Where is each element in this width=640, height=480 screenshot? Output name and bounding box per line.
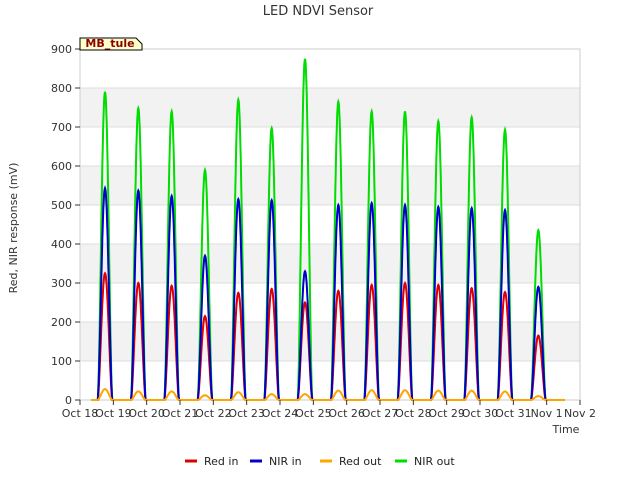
gridlines bbox=[80, 48, 580, 401]
x-tick-label: Oct 25 bbox=[295, 407, 332, 420]
station-badge: MB_tule bbox=[79, 37, 143, 51]
y-axis-label: Red, NIR response (mV) bbox=[7, 163, 20, 294]
x-tick-label: Oct 30 bbox=[462, 407, 499, 420]
y-axis-ticks: 0 100 200 300 400 500 600 700 800 900 bbox=[51, 43, 80, 407]
y-tick-label: 300 bbox=[51, 277, 72, 290]
x-tick-label: Oct 18 bbox=[62, 407, 99, 420]
y-tick-label: 700 bbox=[51, 121, 72, 134]
plot-band bbox=[80, 88, 580, 127]
y-tick-label: 600 bbox=[51, 160, 72, 173]
plot-background-bands bbox=[80, 49, 580, 400]
legend-label: Red in bbox=[204, 455, 238, 468]
plot-band bbox=[80, 166, 580, 205]
x-tick-label: Oct 29 bbox=[428, 407, 465, 420]
x-tick-label: Oct 31 bbox=[495, 407, 532, 420]
y-tick-label: 100 bbox=[51, 355, 72, 368]
y-tick-label: 200 bbox=[51, 316, 72, 329]
legend-label: Red out bbox=[339, 455, 382, 468]
x-tick-label: Oct 22 bbox=[195, 407, 232, 420]
x-tick-label: Oct 23 bbox=[228, 407, 265, 420]
plot-band bbox=[80, 127, 580, 166]
x-tick-label: Oct 19 bbox=[95, 407, 132, 420]
plot-band bbox=[80, 361, 580, 400]
y-tick-label: 400 bbox=[51, 238, 72, 251]
x-tick-label: Nov 2 bbox=[564, 407, 596, 420]
x-tick-label: Oct 26 bbox=[328, 407, 365, 420]
x-tick-label: Oct 28 bbox=[395, 407, 432, 420]
legend: Red in NIR in Red out NIR out bbox=[185, 455, 455, 468]
x-tick-label: Oct 20 bbox=[128, 407, 165, 420]
y-tick-label: 800 bbox=[51, 82, 72, 95]
x-tick-label: Oct 21 bbox=[162, 407, 199, 420]
plot-band bbox=[80, 244, 580, 283]
y-tick-label: 900 bbox=[51, 43, 72, 56]
plot-band bbox=[80, 205, 580, 244]
series-line-red-out bbox=[91, 388, 565, 401]
plot-band bbox=[80, 322, 580, 361]
y-tick-label: 0 bbox=[65, 394, 72, 407]
plot-band bbox=[80, 283, 580, 322]
x-tick-label: Oct 27 bbox=[362, 407, 399, 420]
legend-label: NIR out bbox=[414, 455, 455, 468]
series-lines bbox=[91, 58, 565, 401]
x-tick-label: Oct 24 bbox=[262, 407, 299, 420]
plot-band bbox=[80, 49, 580, 88]
x-axis-label: Time bbox=[552, 423, 580, 436]
station-badge-label: MB_tule bbox=[85, 37, 134, 50]
legend-label: NIR in bbox=[269, 455, 302, 468]
x-tick-label: Nov 1 bbox=[531, 407, 563, 420]
chart-title: LED NDVI Sensor bbox=[263, 4, 374, 19]
y-tick-label: 500 bbox=[51, 199, 72, 212]
